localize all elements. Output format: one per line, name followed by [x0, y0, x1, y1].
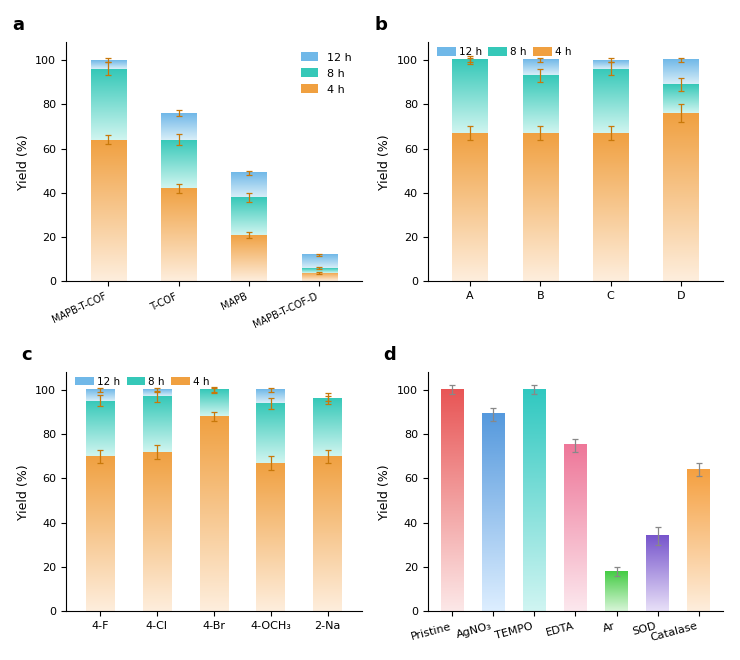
Legend: 12 h, 8 h, 4 h: 12 h, 8 h, 4 h — [297, 48, 356, 99]
Text: d: d — [383, 346, 396, 364]
Y-axis label: Yield (%): Yield (%) — [378, 134, 391, 189]
Y-axis label: Yield (%): Yield (%) — [378, 464, 391, 519]
Text: b: b — [374, 16, 387, 34]
Legend: 12 h, 8 h, 4 h: 12 h, 8 h, 4 h — [71, 372, 214, 391]
Text: a: a — [13, 16, 24, 34]
Y-axis label: Yield (%): Yield (%) — [17, 464, 30, 519]
Y-axis label: Yield (%): Yield (%) — [17, 134, 30, 189]
Legend: 12 h, 8 h, 4 h: 12 h, 8 h, 4 h — [433, 43, 576, 61]
Text: c: c — [21, 346, 33, 364]
